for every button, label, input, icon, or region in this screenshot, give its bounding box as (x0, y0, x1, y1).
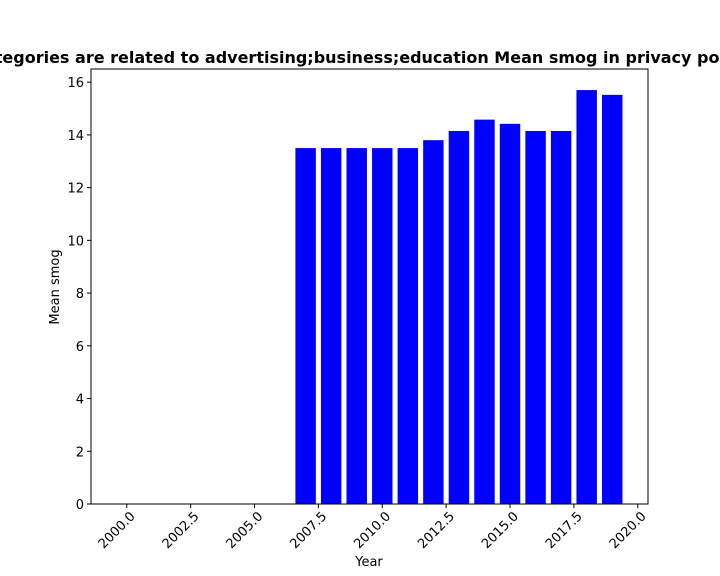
bar-2015 (499, 123, 521, 504)
y-tick-label: 10 (67, 234, 84, 249)
y-tick-label: 12 (67, 182, 84, 197)
y-axis-label: Mean smog (48, 249, 63, 324)
x-tick-label: 2020.0 (607, 509, 650, 552)
x-tick-label: 2010.0 (351, 509, 394, 552)
chart-title: Categories are related to advertising;bu… (0, 48, 720, 67)
x-tick-label: 2017.5 (543, 509, 586, 552)
x-tick-label: 2005.0 (224, 509, 267, 552)
x-tick-label: 2007.5 (287, 509, 330, 552)
y-tick-label: 4 (76, 393, 84, 408)
y-axis: 0 2 4 6 8 10 12 14 16 (67, 76, 91, 513)
bar-2014 (474, 119, 495, 505)
x-tick-label: 2015.0 (479, 509, 522, 552)
bar-2011 (397, 148, 419, 504)
x-tick-label: 2000.0 (96, 509, 139, 552)
y-tick-label: 0 (76, 498, 84, 513)
y-tick-label: 6 (76, 340, 84, 355)
bar-2008 (320, 148, 342, 504)
bar-2007 (295, 148, 316, 504)
x-axis-label: Year (354, 555, 383, 570)
bar-2017 (550, 130, 572, 505)
x-axis: 2000.0 2002.5 2005.0 2007.5 2010.0 2012.5 2015… (96, 504, 650, 552)
bar-2009 (346, 148, 367, 504)
bar-2010 (372, 148, 393, 504)
bar-2016 (525, 130, 546, 505)
bar-2013 (448, 130, 470, 505)
bars-group (295, 90, 623, 505)
x-tick-label: 2002.5 (160, 509, 203, 552)
y-tick-label: 8 (76, 287, 84, 302)
bar-2018 (576, 90, 597, 504)
y-tick-label: 14 (67, 129, 84, 144)
plot-frame (90, 68, 649, 505)
y-tick-label: 2 (76, 445, 84, 460)
bar-2012 (423, 140, 444, 504)
y-tick-label: 16 (67, 76, 84, 91)
bar-2019 (602, 94, 623, 504)
x-tick-label: 2012.5 (415, 509, 458, 552)
